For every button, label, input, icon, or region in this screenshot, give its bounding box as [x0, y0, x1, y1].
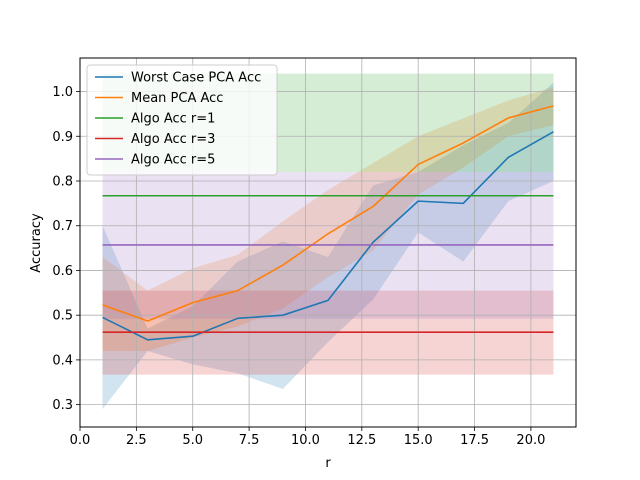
- legend: Worst Case PCA Acc Mean PCA Acc Algo Acc r…: [86, 64, 278, 176]
- series-lines: [102, 105, 554, 341]
- x-tick-label-3: 7.5: [239, 433, 260, 448]
- x-tick-label-2: 5.0: [182, 433, 203, 448]
- legend-box: [86, 64, 278, 176]
- x-tick-label-1: 2.5: [126, 433, 147, 448]
- x-axis-ticks: 0.0 2.5 5.0 7.5 10.0 12.5 15.0 17.5 20.0: [70, 427, 545, 448]
- y-tick-label-1: 0.4: [52, 353, 73, 368]
- x-tick-label-5: 12.5: [347, 433, 376, 448]
- plot-frame: [79, 57, 577, 428]
- x-tick-label-4: 10.0: [291, 433, 320, 448]
- x-tick-label-0: 0.0: [70, 433, 91, 448]
- series-line-1: [102, 131, 554, 341]
- y-axis-ticks: 0.3 0.4 0.5 0.6 0.7 0.8 0.9 1.0: [52, 85, 80, 413]
- y-tick-label-2: 0.5: [52, 309, 73, 324]
- legend-label-1: Worst Case PCA Acc: [131, 71, 261, 86]
- y-tick-label-5: 0.8: [52, 175, 73, 190]
- x-tick-label-7: 17.5: [460, 433, 489, 448]
- legend-label-3: Algo Acc r=1: [131, 112, 215, 127]
- x-tick-label-6: 15.0: [404, 433, 433, 448]
- y-axis-label: Accuracy: [29, 213, 44, 273]
- legend-label-4: Algo Acc r=3: [131, 132, 215, 147]
- legend-label-2: Mean PCA Acc: [131, 91, 223, 106]
- y-tick-label-0: 0.3: [52, 398, 73, 413]
- x-tick-label-8: 20.0: [516, 433, 545, 448]
- y-tick-label-6: 0.9: [52, 130, 73, 145]
- y-tick-label-7: 1.0: [52, 85, 73, 100]
- y-tick-label-3: 0.6: [52, 264, 73, 279]
- y-tick-label-4: 0.7: [52, 219, 73, 234]
- series-line-2: [102, 105, 554, 322]
- x-axis-label: r: [325, 456, 331, 471]
- legend-label-5: Algo Acc r=5: [131, 153, 215, 168]
